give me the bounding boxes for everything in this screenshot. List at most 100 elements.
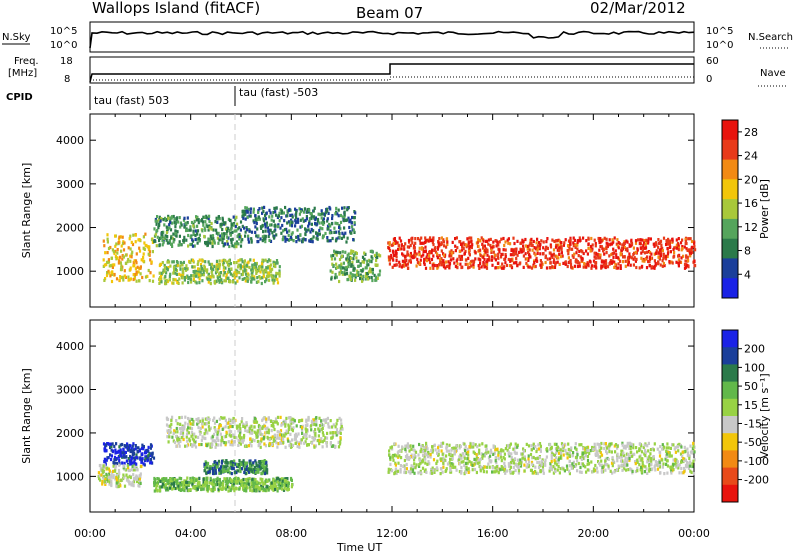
echo-cell <box>657 245 660 249</box>
echo-cell <box>241 277 244 281</box>
echo-cell <box>512 447 515 451</box>
echo-cell <box>238 232 241 237</box>
echo-cell <box>243 259 246 263</box>
echo-cell <box>201 435 204 439</box>
echo-cell <box>687 237 690 241</box>
echo-cell <box>108 271 111 275</box>
echo-cell <box>323 438 326 442</box>
echo-cell <box>571 254 574 258</box>
echo-cell <box>239 263 242 267</box>
echo-cell <box>279 429 283 433</box>
echo-cell <box>257 481 260 485</box>
echo-cell <box>254 230 257 234</box>
echo-cell <box>594 244 597 248</box>
echo-cell <box>249 207 253 211</box>
echo-cell <box>299 233 302 237</box>
echo-cell <box>318 424 322 428</box>
echo-cell <box>107 246 111 251</box>
echo-cell <box>125 455 128 459</box>
echo-cell <box>243 277 246 281</box>
echo-cell <box>272 486 276 490</box>
echo-cell <box>206 240 209 244</box>
echo-cell <box>290 417 293 421</box>
echo-cell <box>220 232 224 236</box>
echo-cell <box>222 233 226 238</box>
echo-cell <box>400 247 403 251</box>
echo-cell <box>200 422 204 426</box>
echo-cell <box>311 436 314 440</box>
echo-cell <box>126 464 129 468</box>
echo-cell <box>205 481 208 485</box>
cpid-segment-1: tau (fast) 503 <box>94 94 169 107</box>
echo-cell <box>191 417 194 422</box>
echo-cell <box>223 477 226 481</box>
echo-cell <box>677 258 680 262</box>
echo-cell <box>390 256 393 260</box>
echo-cell <box>311 441 314 445</box>
echo-cell <box>155 222 158 226</box>
echo-cell <box>250 485 253 489</box>
echo-cell <box>421 241 424 245</box>
echo-cell <box>531 244 534 248</box>
echo-cell <box>167 266 170 270</box>
echo-cell <box>429 455 432 459</box>
echo-cell <box>135 272 138 276</box>
echo-cell <box>408 254 412 258</box>
echo-cell <box>119 448 122 452</box>
echo-cell <box>299 425 302 429</box>
echo-cell <box>614 450 617 454</box>
echo-cell <box>229 262 232 266</box>
echo-cell <box>158 281 161 285</box>
echo-cell <box>217 443 220 447</box>
echo-cell <box>121 461 124 465</box>
echo-cell <box>532 239 535 244</box>
echo-cell <box>299 218 302 222</box>
echo-cell <box>504 254 507 259</box>
echo-band <box>241 205 357 244</box>
echo-cell <box>336 418 339 422</box>
echo-cell <box>274 436 277 440</box>
echo-cell <box>659 263 662 267</box>
echo-cell <box>287 416 291 420</box>
echo-cell <box>485 451 489 455</box>
echo-cell <box>663 472 666 476</box>
echo-cell <box>167 440 170 444</box>
echo-cell <box>341 272 344 276</box>
echo-cell <box>163 268 166 272</box>
echo-cell <box>467 241 470 245</box>
echo-cell <box>508 445 511 449</box>
echo-cell <box>477 244 480 248</box>
echo-cell <box>187 426 190 430</box>
echo-cell <box>130 240 133 244</box>
echo-cell <box>136 265 139 269</box>
echo-cell <box>160 280 163 284</box>
echo-cell <box>617 241 620 245</box>
echo-cell <box>248 229 251 233</box>
echo-cell <box>437 245 440 249</box>
echo-cell <box>208 226 211 230</box>
echo-cell <box>155 483 159 487</box>
echo-cell <box>629 450 632 455</box>
echo-cell <box>482 470 485 474</box>
echo-cell <box>609 242 612 246</box>
echo-cell <box>132 451 135 456</box>
nsky-trace <box>89 30 695 49</box>
echo-cell <box>602 249 605 253</box>
echo-cell <box>107 260 111 264</box>
echo-cell <box>205 216 208 220</box>
echo-cell <box>223 435 226 439</box>
echo-cell <box>108 442 111 446</box>
echo-cell <box>580 470 583 474</box>
echo-cell <box>257 215 260 219</box>
echo-cell <box>168 432 171 436</box>
echo-cell <box>436 247 439 251</box>
echo-cell <box>195 417 198 422</box>
echo-cell <box>183 225 186 229</box>
echo-cell <box>134 447 137 451</box>
echo-cell <box>207 272 210 276</box>
echo-cell <box>456 266 459 270</box>
echo-cell <box>239 267 242 271</box>
echo-cell <box>284 481 287 485</box>
echo-cell <box>215 478 218 482</box>
echo-cell <box>127 448 130 452</box>
